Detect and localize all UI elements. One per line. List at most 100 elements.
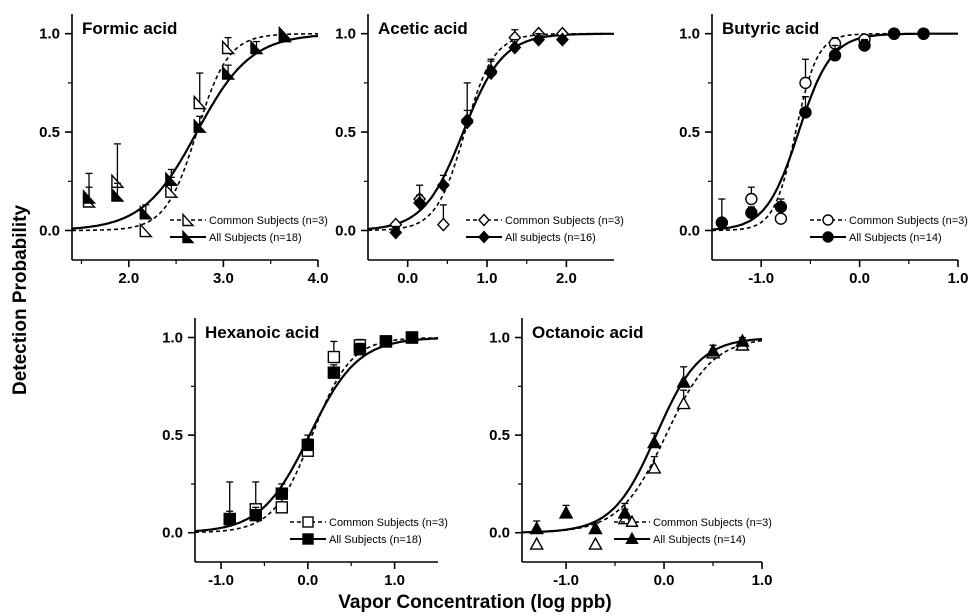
all-subjects-legend-marker <box>625 531 639 544</box>
chart-panel: 0.0 0.5 1.0 -1.0 0.0 1.0 Hexanoic acid Common S… <box>162 318 448 589</box>
panel-title: Formic acid <box>82 19 177 38</box>
all-subjects-point <box>799 106 812 119</box>
x-tick-label: -1.0 <box>553 572 579 589</box>
y-tick-label: 0.5 <box>335 124 356 141</box>
all-subjects-fit-line <box>194 337 438 533</box>
common-subjects-point <box>139 222 153 238</box>
all-subjects-point <box>484 63 498 79</box>
common-subjects-point <box>676 396 691 410</box>
all-subjects-legend-label: All Subjects (n=14) <box>653 534 746 546</box>
all-subjects-point <box>379 335 393 348</box>
all-subjects-point <box>858 39 871 52</box>
all-subjects-point <box>745 206 758 219</box>
all-subjects-legend-marker <box>822 231 834 243</box>
all-subjects-point <box>165 171 179 187</box>
common-subjects-point <box>436 217 450 232</box>
all-subjects-point <box>532 32 546 47</box>
x-tick-label: 1.0 <box>752 572 773 589</box>
all-subjects-point <box>705 343 721 357</box>
x-tick-label: 0.0 <box>849 270 870 287</box>
all-subjects-point <box>353 343 367 356</box>
all-subjects-point <box>887 27 901 40</box>
y-tick-label: 0.0 <box>679 222 700 239</box>
all-subjects-point <box>249 508 262 522</box>
all-subjects-point <box>617 505 633 519</box>
y-tick-label: 0.0 <box>489 525 510 542</box>
y-tick-label: 0.5 <box>39 124 60 141</box>
all-subjects-point <box>529 521 544 535</box>
common-subjects-point <box>745 192 758 206</box>
y-tick-label: 0.5 <box>679 124 700 141</box>
all-subjects-point <box>676 374 691 388</box>
common-subjects-fit-line <box>194 337 438 534</box>
y-tick-label: 0.5 <box>162 427 183 444</box>
all-subjects-point <box>327 366 341 379</box>
all-subjects-point <box>558 505 574 519</box>
common-subjects-fit-line <box>72 33 318 232</box>
all-subjects-point <box>588 521 603 535</box>
x-tick-label: 1.0 <box>477 270 498 287</box>
x-tick-label: 0.0 <box>397 270 418 287</box>
all-subjects-point <box>715 216 729 229</box>
common-subjects-legend-marker <box>822 214 834 226</box>
all-subjects-point <box>221 65 236 80</box>
x-tick-label: 1.0 <box>948 270 968 287</box>
panel-title: Butyric acid <box>722 19 819 38</box>
x-tick-label: 0.0 <box>297 572 318 589</box>
common-subjects-point <box>221 39 236 55</box>
common-subjects-legend-label: Common Subjects (n=3) <box>849 215 968 227</box>
x-tick-label: 4.0 <box>308 270 329 287</box>
all-subjects-point <box>647 435 662 449</box>
chart-panel: 0.0 0.5 1.0 -1.0 0.0 1.0 Butyric acid Common Su… <box>679 14 968 287</box>
all-subjects-point <box>828 49 842 62</box>
all-subjects-point <box>223 512 236 526</box>
common-subjects-legend-marker <box>625 514 639 527</box>
common-subjects-point <box>165 183 179 198</box>
x-tick-label: -1.0 <box>208 572 234 589</box>
all-subjects-legend-label: All Subjects (n=18) <box>209 232 302 244</box>
panel-title: Hexanoic acid <box>205 323 319 342</box>
all-subjects-legend-marker <box>182 229 195 244</box>
all-subjects-point <box>436 178 450 193</box>
all-subjects-point <box>735 333 750 347</box>
all-subjects-legend-label: All Subjects (n=18) <box>329 534 422 546</box>
x-tick-label: -1.0 <box>748 270 774 287</box>
x-tick-label: 1.0 <box>384 572 405 589</box>
y-axis-label: Detection Probability <box>10 205 31 395</box>
all-subjects-legend-label: All Subjects (n=14) <box>849 232 942 244</box>
common-subjects-point <box>647 460 662 474</box>
chart-panel: 0.0 0.5 1.0 2.0 3.0 4.0 Formic acid Common Subj… <box>39 14 328 287</box>
all-subjects-legend-label: All subjects (n=16) <box>505 232 596 244</box>
all-subjects-point <box>275 487 288 500</box>
x-tick-label: 2.0 <box>118 270 139 287</box>
common-subjects-point <box>327 350 341 364</box>
panel-title: Acetic acid <box>378 19 468 38</box>
all-subjects-point <box>193 118 207 133</box>
common-subjects-legend-label: Common Subjects (n=3) <box>329 517 448 529</box>
y-tick-label: 0.0 <box>39 222 60 239</box>
x-tick-label: 3.0 <box>213 270 234 287</box>
common-subjects-legend-marker <box>182 212 195 227</box>
x-tick-label: 2.0 <box>556 270 577 287</box>
common-subjects-legend-label: Common Subjects (n=3) <box>505 215 624 227</box>
common-subjects-fit-line <box>522 339 763 534</box>
common-subjects-point <box>774 212 788 225</box>
common-subjects-legend-marker <box>478 213 490 227</box>
common-subjects-point <box>275 501 288 514</box>
common-subjects-point <box>193 94 207 110</box>
chart-panel: 0.0 0.5 1.0 0.0 1.0 2.0 Acetic acid Common Subj… <box>335 14 624 287</box>
all-subjects-point <box>111 187 125 202</box>
common-subjects-legend-label: Common Subjects (n=3) <box>653 517 772 529</box>
all-subjects-point <box>917 27 930 40</box>
all-subjects-fit-line <box>71 34 319 230</box>
panel-title: Octanoic acid <box>532 323 643 342</box>
all-subjects-point <box>508 40 522 55</box>
all-subjects-legend-marker <box>478 230 490 244</box>
y-tick-label: 0.5 <box>489 427 510 444</box>
y-tick-label: 0.0 <box>335 222 356 239</box>
x-axis-label: Vapor Concentration (log ppb) <box>338 592 611 613</box>
all-subjects-point <box>278 27 292 43</box>
y-tick-label: 1.0 <box>679 26 700 43</box>
all-subjects-legend-marker <box>302 533 314 545</box>
